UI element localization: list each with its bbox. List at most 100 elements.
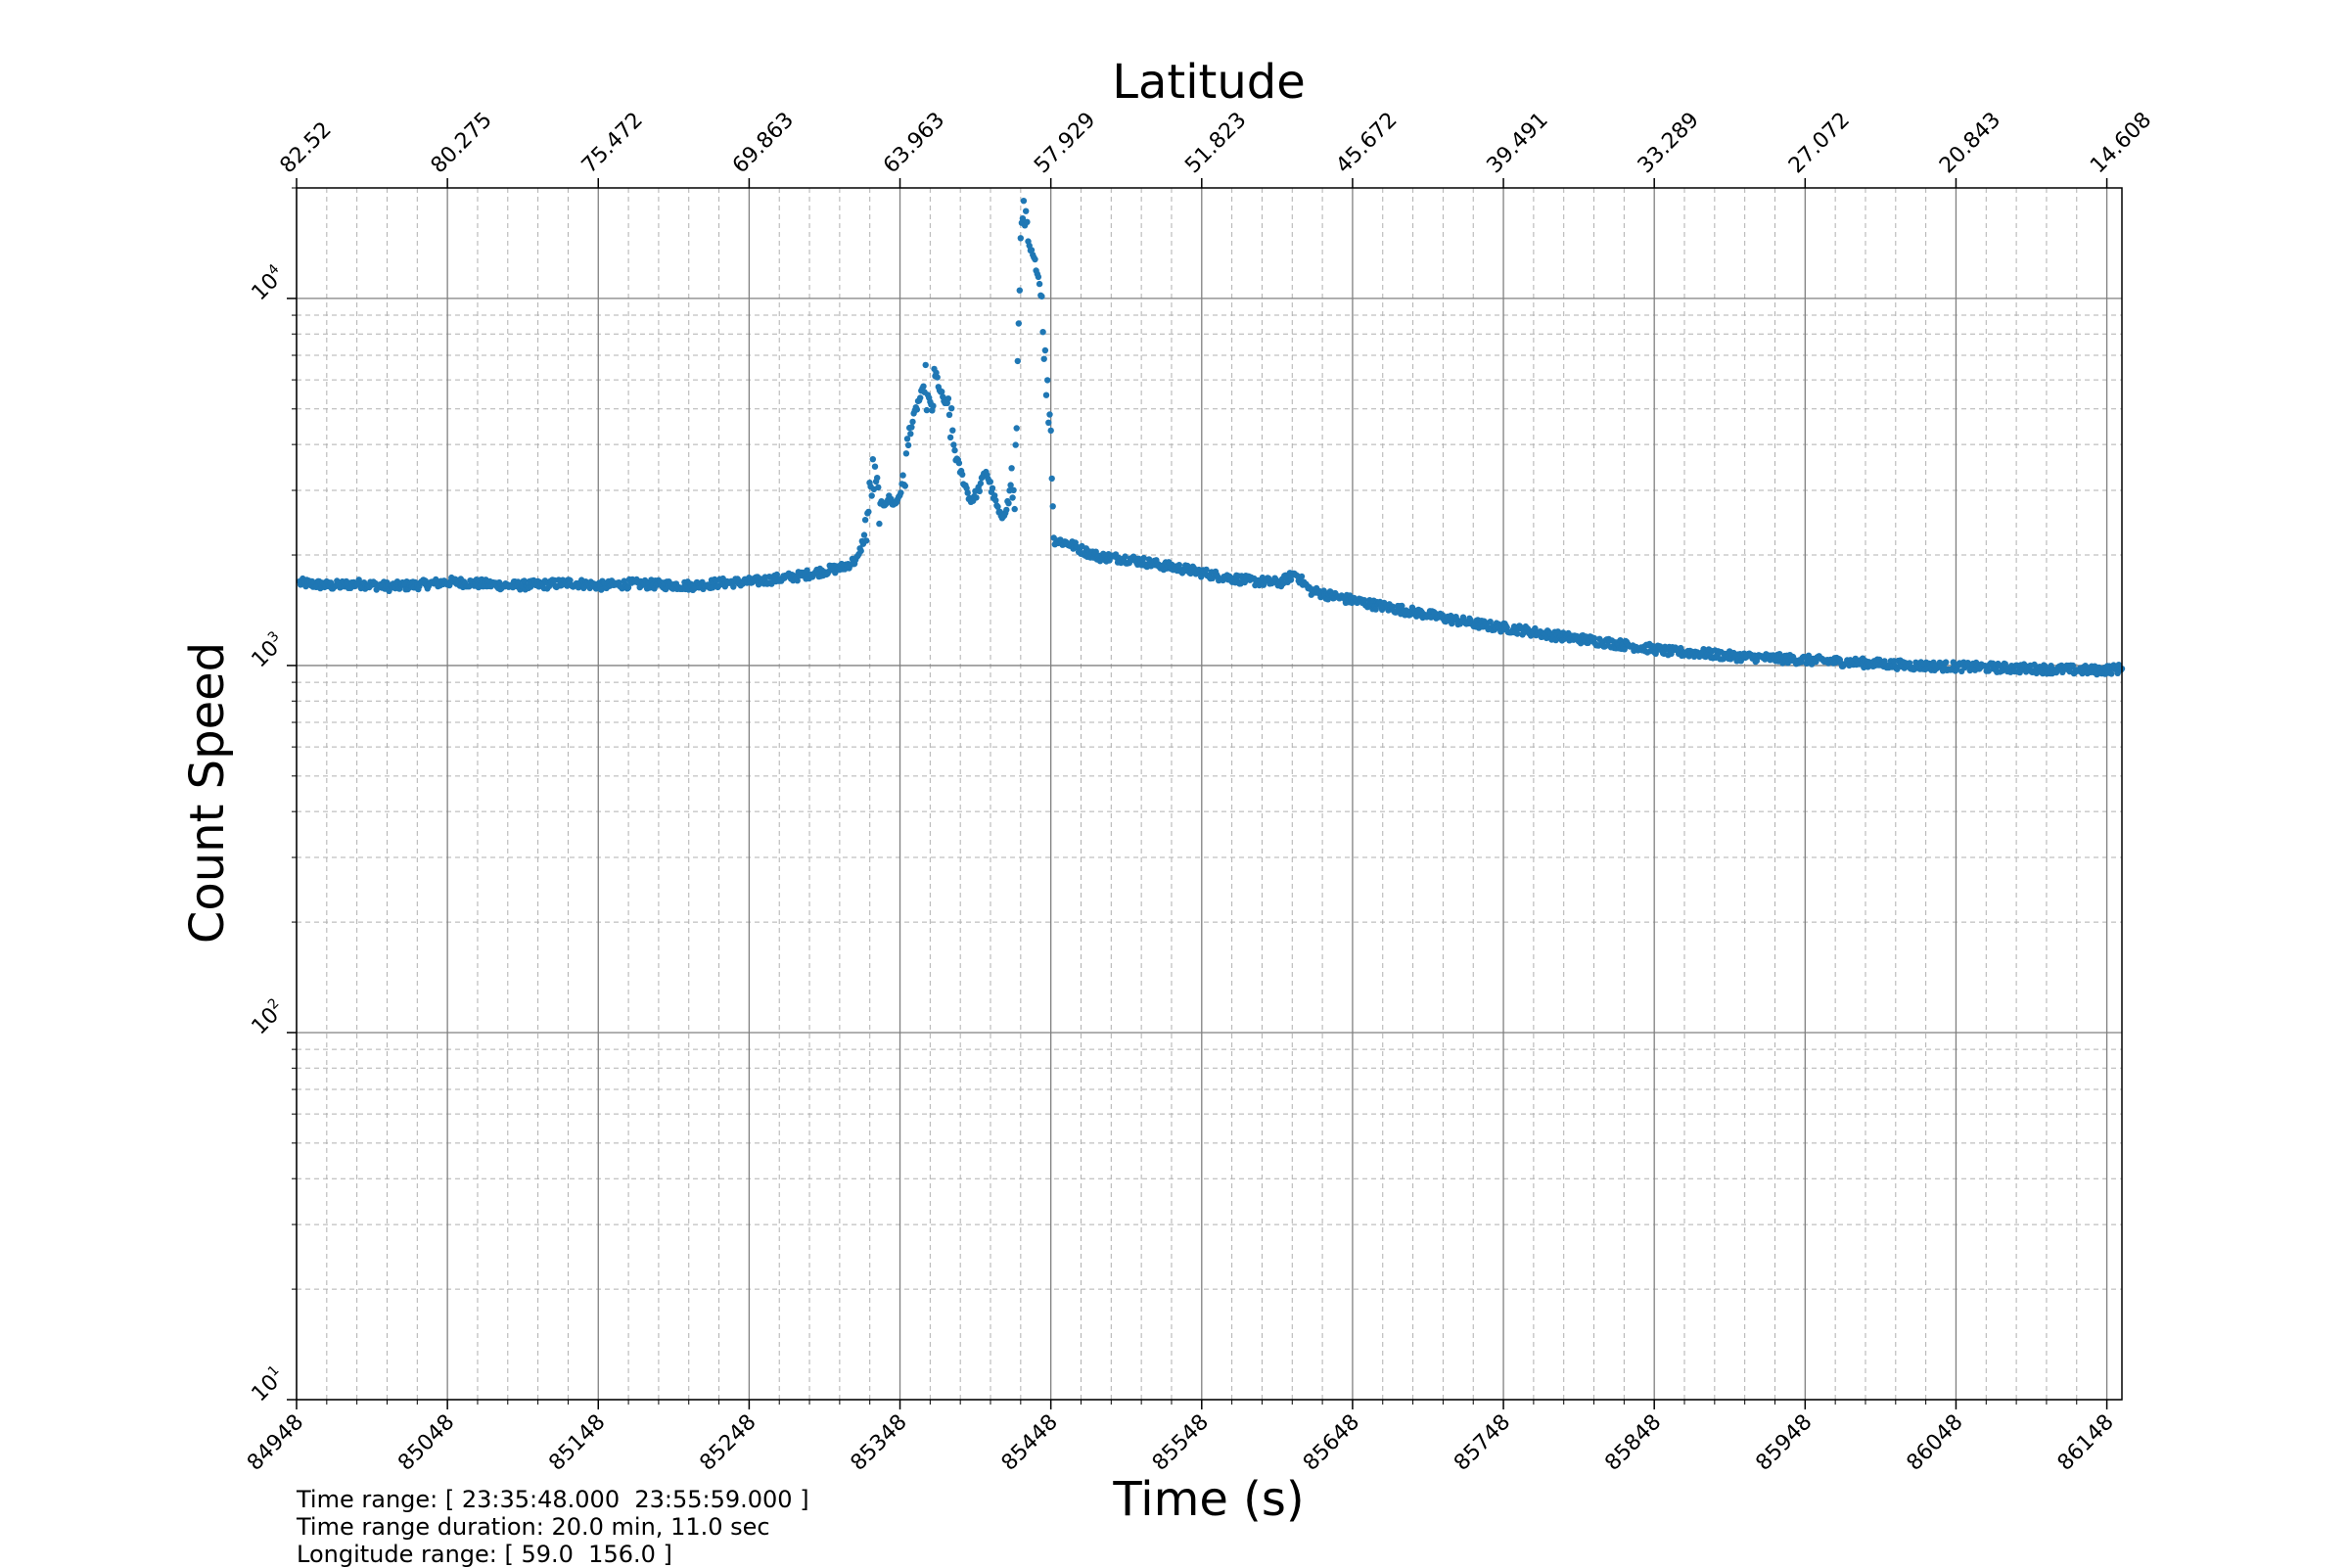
data-point	[355, 576, 362, 583]
x-tick-label: 85248	[695, 1410, 760, 1476]
data-point	[909, 418, 916, 426]
data-point	[930, 402, 937, 409]
x-tick-label: 85048	[393, 1410, 459, 1476]
data-point	[624, 584, 632, 591]
x-tick-label: 84948	[243, 1410, 308, 1476]
data-point	[1324, 596, 1332, 603]
data-point	[857, 547, 864, 555]
data-point	[794, 577, 801, 584]
data-point	[1017, 235, 1025, 242]
data-point	[1045, 419, 1052, 426]
top-tick-label: 63.963	[879, 108, 949, 178]
top-tick-label: 14.608	[2086, 108, 2156, 178]
data-point	[868, 492, 875, 499]
data-point	[1005, 500, 1012, 507]
y-axis-label: Count Speed	[180, 642, 235, 944]
top-tick-label: 45.672	[1331, 108, 1402, 178]
data-point	[1014, 357, 1022, 365]
data-point	[903, 436, 911, 442]
data-point	[944, 395, 952, 402]
data-point	[973, 494, 980, 501]
data-point	[730, 583, 737, 590]
data-point	[1039, 329, 1046, 336]
data-point	[1036, 280, 1043, 288]
x-tick-label: 85848	[1600, 1410, 1666, 1476]
data-point	[1020, 198, 1028, 205]
top-tick-label: 33.289	[1634, 108, 1704, 178]
x-tick-labels: 84948 85048 85148 85248 85348 85448 85548 85648…	[243, 1410, 2119, 1476]
data-point	[945, 411, 953, 418]
data-point	[948, 405, 955, 412]
data-point	[989, 484, 996, 491]
data-point	[1019, 215, 1027, 222]
data-point	[917, 394, 924, 401]
data-point	[991, 492, 998, 499]
data-point	[1009, 494, 1016, 501]
x-tick-label: 85748	[1450, 1410, 1515, 1476]
y-tick-labels: 101 102 103 104	[246, 261, 290, 1407]
data-point	[1040, 355, 1047, 362]
data-point	[804, 567, 810, 574]
chart-title: Latitude	[1112, 55, 1306, 110]
data-point	[1011, 505, 1018, 513]
x-axis-label: Time (s)	[1112, 1472, 1304, 1527]
data-point	[1015, 320, 1023, 327]
data-point	[515, 578, 522, 585]
x-tick-label: 86148	[2053, 1410, 2119, 1476]
top-tick-label: 51.823	[1180, 108, 1251, 178]
footer-duration: Time range duration: 20.0 min, 11.0 sec	[297, 1513, 770, 1541]
data-point	[963, 484, 970, 491]
data-point	[899, 472, 906, 479]
data-point	[1041, 346, 1049, 354]
data-point	[902, 450, 910, 457]
data-point	[904, 441, 912, 449]
data-point	[1753, 657, 1761, 665]
data-point	[1985, 668, 1993, 674]
data-point	[327, 579, 335, 586]
data-point	[1046, 411, 1053, 418]
data-point	[1013, 425, 1020, 432]
data-point	[874, 475, 881, 482]
data-point	[2069, 662, 2077, 669]
data-point	[908, 424, 915, 431]
data-point	[1203, 566, 1210, 574]
data-point	[1372, 606, 1379, 613]
data-point	[1590, 634, 1598, 642]
data-point	[934, 374, 941, 381]
data-point	[1943, 659, 1950, 666]
data-point	[901, 483, 908, 489]
data-point	[987, 479, 993, 485]
data-point	[1532, 624, 1539, 632]
axis-ticks	[287, 178, 2108, 1409]
data-point	[2108, 670, 2115, 677]
top-tick-label: 80.275	[427, 108, 497, 178]
data-point	[1024, 218, 1031, 225]
data-point	[1187, 570, 1194, 577]
data-point	[773, 571, 780, 578]
data-point	[1360, 597, 1368, 604]
data-point	[1016, 287, 1024, 294]
top-tick-label: 27.072	[1784, 108, 1855, 178]
data-point	[1049, 503, 1056, 510]
data-point	[913, 406, 921, 413]
data-point	[863, 537, 870, 544]
data-point	[992, 497, 999, 504]
data-point	[920, 383, 927, 390]
top-tick-label: 20.843	[1935, 108, 2005, 178]
data-point	[1514, 630, 1521, 637]
data-point	[861, 517, 869, 524]
data-point	[976, 487, 983, 494]
top-tick-label: 69.863	[728, 108, 799, 178]
data-point	[521, 577, 528, 584]
data-point	[964, 489, 971, 496]
data-point	[567, 576, 574, 584]
x-tick-label: 85348	[847, 1410, 912, 1476]
data-point	[1621, 646, 1629, 653]
data-points	[296, 198, 2126, 678]
plot-frame	[296, 187, 2123, 1401]
y-tick-label: 103	[246, 628, 290, 672]
data-point	[1140, 554, 1147, 562]
data-point	[959, 471, 966, 478]
data-point	[865, 508, 872, 516]
